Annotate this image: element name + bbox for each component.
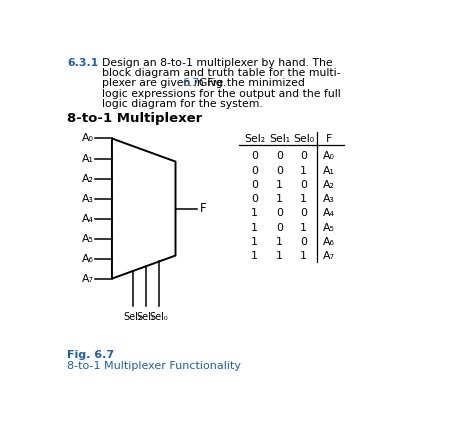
Text: 1: 1: [276, 180, 283, 190]
Text: A₀: A₀: [323, 151, 335, 161]
Text: 0: 0: [300, 208, 307, 218]
Text: 0: 0: [300, 180, 307, 190]
Text: A₁: A₁: [323, 166, 335, 175]
Text: 8-to-1 Multiplexer: 8-to-1 Multiplexer: [67, 112, 202, 124]
Text: 6.3.1: 6.3.1: [67, 57, 98, 68]
Text: 6.7: 6.7: [182, 79, 200, 88]
Text: 0: 0: [251, 180, 258, 190]
Text: Sel₁: Sel₁: [137, 312, 155, 322]
Text: A₃: A₃: [82, 193, 93, 203]
Text: A₄: A₄: [82, 214, 93, 224]
Text: A₂: A₂: [323, 180, 335, 190]
Text: F: F: [326, 134, 332, 144]
Text: block diagram and truth table for the multi-: block diagram and truth table for the mu…: [102, 68, 340, 78]
Text: 1: 1: [251, 223, 258, 233]
Text: A₅: A₅: [323, 223, 335, 233]
Text: A₄: A₄: [323, 208, 335, 218]
Text: 0: 0: [251, 166, 258, 175]
Text: 1: 1: [251, 251, 258, 261]
Text: A₀: A₀: [82, 133, 93, 143]
Text: 1: 1: [300, 223, 307, 233]
Text: 1: 1: [251, 237, 258, 247]
Text: 1: 1: [251, 208, 258, 218]
Text: 0: 0: [276, 166, 283, 175]
Text: A₇: A₇: [323, 251, 335, 261]
Text: 0: 0: [300, 151, 307, 161]
Text: A₃: A₃: [323, 194, 335, 204]
Text: A₁: A₁: [82, 154, 93, 163]
Text: Design an 8-to-1 multiplexer by hand. The: Design an 8-to-1 multiplexer by hand. Th…: [102, 57, 332, 68]
Text: A₅: A₅: [82, 233, 93, 244]
Text: Sel₀: Sel₀: [150, 312, 169, 322]
Text: 1: 1: [276, 237, 283, 247]
Text: 0: 0: [276, 151, 283, 161]
Text: logic diagram for the system.: logic diagram for the system.: [102, 99, 263, 109]
Text: Sel₀: Sel₀: [293, 134, 314, 144]
Text: A₇: A₇: [82, 274, 93, 284]
Text: 1: 1: [300, 166, 307, 175]
Text: A₂: A₂: [82, 173, 93, 184]
Text: Sel₁: Sel₁: [269, 134, 290, 144]
Text: 1: 1: [276, 194, 283, 204]
Text: 1: 1: [300, 194, 307, 204]
Text: Fig. 6.7: Fig. 6.7: [67, 350, 114, 360]
Text: 0: 0: [251, 151, 258, 161]
Text: 0: 0: [276, 208, 283, 218]
Text: logic expressions for the output and the full: logic expressions for the output and the…: [102, 89, 341, 99]
Text: 0: 0: [300, 237, 307, 247]
Text: . Give the minimized: . Give the minimized: [192, 79, 305, 88]
Text: Sel₂: Sel₂: [124, 312, 142, 322]
Text: 0: 0: [251, 194, 258, 204]
Text: 8-to-1 Multiplexer Functionality: 8-to-1 Multiplexer Functionality: [67, 361, 241, 371]
Text: 1: 1: [276, 251, 283, 261]
Text: A₆: A₆: [323, 237, 335, 247]
Text: 0: 0: [276, 223, 283, 233]
Text: F: F: [200, 202, 206, 215]
Text: plexer are given in Fig.: plexer are given in Fig.: [102, 79, 229, 88]
Text: A₆: A₆: [82, 254, 93, 263]
Text: 1: 1: [300, 251, 307, 261]
Text: Sel₂: Sel₂: [244, 134, 265, 144]
